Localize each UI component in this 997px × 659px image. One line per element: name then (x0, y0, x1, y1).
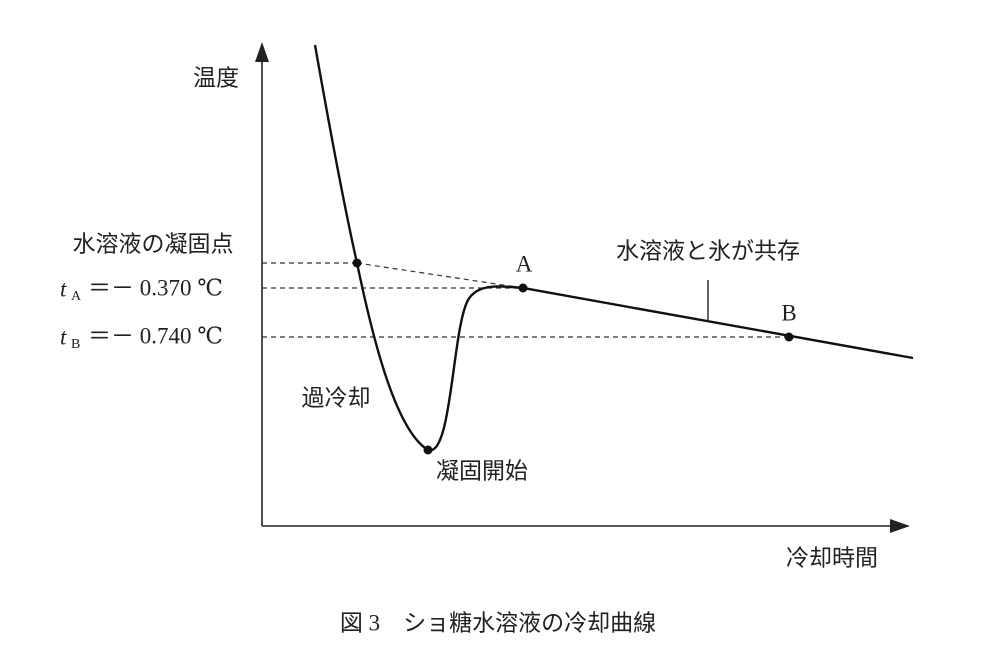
y-label: 温度 (193, 65, 239, 90)
extrapolation-line (356, 262, 524, 289)
annotation: 凝固開始 (436, 458, 528, 483)
annotation: 過冷却 (302, 385, 371, 410)
freezing-point-dot (352, 258, 362, 268)
level-value: ＝－ 0.370 ℃ (88, 275, 223, 300)
x-axis-arrow (890, 519, 910, 533)
level-label: 水溶液の凝固点 (73, 231, 234, 256)
level-subscript: B (71, 337, 80, 352)
point-label: A (516, 251, 533, 276)
level-symbol: t (60, 324, 67, 349)
annotation: 水溶液と氷が共存 (616, 238, 800, 263)
caption: 図 3 ショ糖水溶液の冷却曲線 (340, 610, 656, 635)
point-b (784, 332, 794, 342)
start-dot (423, 445, 433, 455)
point-label: B (781, 300, 796, 325)
y-axis-arrow (255, 42, 269, 62)
level-value: ＝－ 0.740 ℃ (88, 323, 223, 348)
x-label: 冷却時間 (786, 545, 878, 570)
level-subscript: A (71, 289, 82, 304)
level-symbol: t (60, 276, 67, 301)
point-a (518, 283, 528, 293)
cooling-curve (313, 44, 914, 452)
